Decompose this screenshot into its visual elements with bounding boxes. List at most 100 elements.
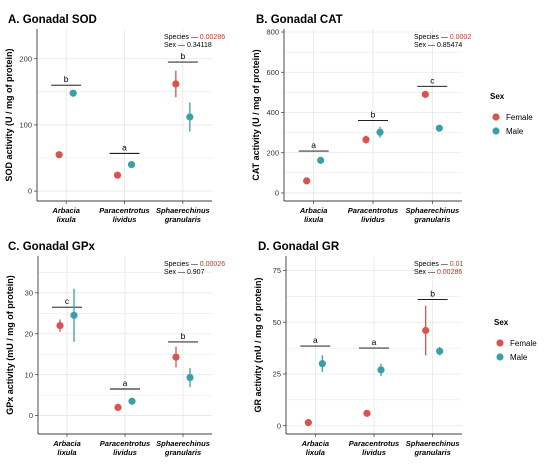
x-tick-label: lividus — [113, 215, 137, 224]
panel-title: A. Gonadal SOD — [8, 14, 97, 26]
sex-p-value: 0.85474 — [437, 42, 462, 49]
male-point — [70, 311, 78, 319]
y-tick-label: 30 — [25, 288, 33, 297]
significance-letter: a — [372, 337, 377, 347]
significance-letter: a — [313, 335, 318, 345]
y-tick-label: 800 — [266, 28, 279, 37]
x-tick-label: granularis — [164, 448, 201, 457]
y-axis-title: GPx activity (mU / mg of protein) — [5, 275, 15, 415]
x-tick-label: lixula — [306, 448, 325, 457]
y-tick-label: 0 — [277, 421, 281, 430]
x-tick-label: lividus — [361, 215, 385, 224]
species-stat-label: Species — — [414, 34, 450, 41]
y-tick-label: 100 — [19, 121, 32, 130]
female-point — [113, 171, 122, 179]
female-point — [362, 136, 370, 144]
male-point — [186, 373, 194, 382]
x-tick-label: lividus — [113, 448, 137, 457]
species-stat: Species — 0.00286 — [164, 34, 225, 41]
significance-letter: a — [311, 140, 316, 150]
species-stat: Species — 0.01 — [414, 261, 464, 268]
female-point — [421, 90, 429, 98]
significance-letter: b — [64, 74, 69, 84]
sex-stat-label: Sex — — [164, 269, 187, 276]
significance-letter: b — [181, 331, 186, 341]
sex-stat-label: Sex — — [414, 269, 437, 276]
legend-swatch — [492, 127, 500, 135]
y-tick-label: 0 — [28, 187, 32, 196]
female-point — [304, 419, 312, 427]
male-point — [69, 89, 77, 97]
significance-letter: c — [65, 296, 70, 306]
x-tick-label: granularis — [414, 448, 451, 457]
y-axis-title: GR activity (mU / mg of protein) — [253, 277, 263, 412]
y-tick-label: 75 — [273, 266, 281, 275]
female-point — [114, 403, 122, 412]
female-point — [55, 151, 63, 159]
significance-letter: b — [430, 288, 435, 298]
female-point — [422, 326, 430, 335]
x-tick-label: lixula — [57, 215, 76, 224]
y-axis-title: SOD activity (U / mg of protein) — [4, 48, 14, 181]
sex-stat: Sex — 0.85474 — [414, 42, 462, 49]
sex-stat: Sex — 0.00286 — [414, 269, 462, 276]
species-p-value: 0.00026 — [200, 261, 225, 268]
significance-letter: c — [430, 75, 435, 85]
female-point — [172, 353, 180, 361]
significance-letter: a — [123, 378, 128, 388]
male-point — [318, 360, 326, 368]
y-tick-label: 600 — [266, 68, 279, 77]
sex-stat: Sex — 0.34118 — [164, 42, 212, 49]
significance-letter: a — [122, 142, 127, 152]
species-p-value: 0.0002 — [450, 34, 472, 41]
x-tick-label: Paracentrotus — [348, 206, 398, 215]
species-stat: Species — 0.0002 — [414, 34, 471, 41]
y-tick-label: 400 — [266, 108, 279, 117]
male-point — [436, 347, 444, 355]
y-tick-label: 0 — [29, 411, 33, 420]
male-point — [317, 156, 325, 164]
x-tick-label: granularis — [413, 215, 450, 224]
male-point — [186, 113, 194, 121]
x-tick-label: Sphaerechinus — [405, 206, 459, 215]
panel-title: D. Gonadal GR — [258, 241, 340, 253]
female-point — [363, 409, 371, 417]
legend-swatch — [492, 113, 500, 121]
significance-letter: b — [371, 110, 376, 120]
sex-stat-label: Sex — — [414, 42, 437, 49]
male-point — [377, 366, 385, 374]
sex-p-value: 0.34118 — [187, 42, 212, 49]
x-tick-label: lixula — [304, 215, 323, 224]
x-tick-label: Paracentrotus — [100, 439, 150, 448]
y-tick-label: 10 — [25, 370, 33, 379]
panel-title: C. Gonadal GPx — [8, 241, 96, 253]
sex-stat: Sex — 0.907 — [164, 269, 205, 276]
legend-title: Sex — [490, 92, 505, 101]
sex-p-value: 0.907 — [187, 269, 205, 276]
legend-title: Sex — [494, 318, 509, 327]
sex-stat-label: Sex — — [164, 42, 187, 49]
x-tick-label: lividus — [362, 448, 386, 457]
male-point — [127, 161, 136, 169]
x-tick-label: granularis — [164, 215, 201, 224]
x-tick-label: Paracentrotus — [349, 439, 399, 448]
male-point — [435, 124, 443, 132]
x-tick-label: Arbacia — [299, 206, 328, 215]
x-tick-label: Sphaerechinus — [156, 206, 210, 215]
legend-swatch — [496, 339, 504, 347]
species-stat: Species — 0.00026 — [164, 261, 225, 268]
y-tick-label: 50 — [273, 318, 281, 327]
y-tick-label: 25 — [273, 370, 281, 379]
x-tick-label: Sphaerechinus — [156, 439, 210, 448]
y-tick-label: 200 — [266, 148, 279, 157]
significance-letter: b — [180, 51, 185, 61]
x-tick-label: Paracentrotus — [99, 206, 149, 215]
species-stat-label: Species — — [164, 261, 200, 268]
female-point — [56, 321, 64, 330]
legend-label: Male — [506, 127, 524, 136]
legend-swatch — [496, 353, 504, 361]
